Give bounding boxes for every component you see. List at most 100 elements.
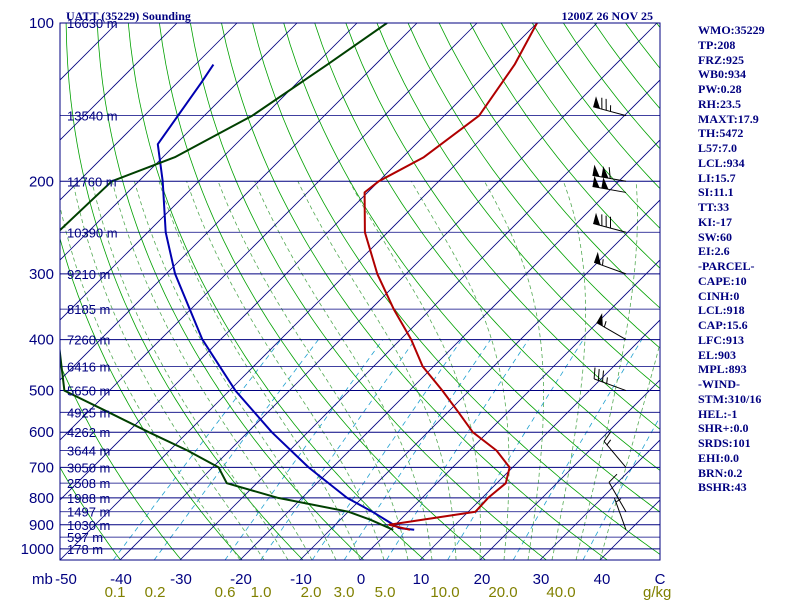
moist-adiabat-16 bbox=[297, 181, 457, 560]
pressure-tick-100: 100 bbox=[29, 15, 54, 32]
index-line-26: HEL:-1 bbox=[698, 406, 738, 421]
mixing-ratio-line-1 bbox=[260, 339, 416, 560]
height-label-900: 1030 m bbox=[67, 518, 110, 533]
wind-barb-400 bbox=[596, 313, 627, 341]
mixing-ratio-line-10 bbox=[447, 339, 584, 560]
dry-adiabat-220 bbox=[0, 23, 60, 560]
index-line-12: TT:33 bbox=[698, 200, 730, 214]
mixing-ratio-line-2 bbox=[311, 339, 463, 560]
moist-adiabat--20 bbox=[60, 204, 241, 560]
moist-adiabat--12 bbox=[91, 181, 289, 560]
dry-adiabat-230 bbox=[60, 466, 121, 560]
index-line-1: TP:208 bbox=[698, 37, 736, 52]
pressure-tick-200: 200 bbox=[29, 173, 54, 190]
isotherm-0 bbox=[359, 259, 660, 560]
index-line-17: CAPE:10 bbox=[698, 273, 747, 288]
index-line-2: FRZ:925 bbox=[698, 52, 744, 67]
pressure-tick-500: 500 bbox=[29, 383, 54, 400]
pressure-tick-600: 600 bbox=[29, 424, 54, 441]
height-label-300: 9210 m bbox=[67, 267, 110, 282]
index-line-27: SHR+:0.0 bbox=[698, 421, 749, 436]
wind-barb-300 bbox=[593, 251, 627, 275]
dry-adiabat-300 bbox=[190, 23, 547, 560]
wind-barb-250 bbox=[593, 212, 627, 233]
temperature-tick-10: C bbox=[655, 571, 666, 588]
mixing-ratio-tick-7: 10.0 bbox=[430, 584, 459, 600]
wind-barb-700 bbox=[603, 431, 627, 468]
moist-adiabat-20 bbox=[349, 181, 481, 560]
isotherm--30 bbox=[179, 79, 660, 560]
isotherm--10 bbox=[299, 199, 660, 560]
dry-adiabat-370 bbox=[407, 23, 660, 349]
mixing-ratio-tick-8: 20.0 bbox=[488, 584, 517, 600]
wind-barb-850 bbox=[608, 473, 627, 512]
isotherm--100 bbox=[60, 23, 298, 261]
moist-adiabat-32 bbox=[551, 181, 586, 560]
dry-adiabat-340 bbox=[314, 23, 660, 471]
pressure-tick-1000: 1000 bbox=[21, 541, 54, 558]
temperature-tick-2: -30 bbox=[170, 571, 192, 588]
index-line-14: SW:60 bbox=[698, 229, 733, 244]
height-label-700: 3050 m bbox=[67, 460, 110, 475]
isotherm--50 bbox=[60, 23, 598, 560]
moist-adiabat-0 bbox=[158, 181, 361, 560]
dry-adiabat-360 bbox=[376, 23, 660, 390]
pressure-tick-800: 800 bbox=[29, 490, 54, 507]
chart-timestamp: 1200Z 26 NOV 25 bbox=[562, 9, 653, 23]
wind-barb-500 bbox=[593, 367, 627, 392]
mixing-ratio-tick-6: 5.0 bbox=[375, 584, 396, 600]
index-line-13: KI:-17 bbox=[698, 214, 732, 229]
mixing-ratio-line-3 bbox=[343, 339, 491, 560]
moist-adiabat-12 bbox=[254, 181, 433, 560]
index-line-23: MPL:893 bbox=[698, 362, 747, 377]
parcel-trace-line bbox=[156, 64, 415, 531]
index-line-21: LFC:913 bbox=[698, 332, 744, 347]
wind-barb-200 bbox=[592, 164, 627, 182]
index-line-8: L57:7.0 bbox=[698, 141, 737, 155]
dry-adiabat-260 bbox=[65, 23, 304, 560]
temperature-tick-6: 10 bbox=[413, 571, 430, 588]
dry-adiabat-250 bbox=[60, 237, 243, 560]
isotherm--110 bbox=[60, 23, 238, 201]
mixing-ratio-line-0.6 bbox=[224, 339, 384, 560]
height-label-200: 11760 m bbox=[67, 174, 117, 189]
index-line-29: EHI:0.0 bbox=[698, 450, 740, 465]
index-line-5: RH:23.5 bbox=[698, 96, 741, 111]
temperature-tick-8: 30 bbox=[533, 571, 550, 588]
stability-indices-panel: WMO:35229 TP:208 FRZ:925 WB0:934 PW:0.28 RH:2… bbox=[698, 23, 798, 495]
temperature-tick-1: -40 bbox=[110, 571, 132, 588]
moist-adiabat--8 bbox=[111, 181, 313, 560]
mixing-ratio-line-40 bbox=[582, 415, 660, 560]
temperature-tick-0: -50 bbox=[55, 571, 77, 588]
mixing-ratio-tick-4: 2.0 bbox=[301, 584, 322, 600]
pressure-tick-300: 300 bbox=[29, 266, 54, 283]
temperature-tick-9: 40 bbox=[594, 571, 611, 588]
temperature-tick-5: 0 bbox=[357, 571, 365, 588]
isotherm--120 bbox=[60, 23, 178, 141]
isobars bbox=[60, 23, 660, 550]
index-line-6: MAXT:17.9 bbox=[698, 111, 759, 126]
height-label-800: 1988 m bbox=[67, 491, 110, 506]
isotherm--90 bbox=[60, 23, 358, 321]
isotherm--20 bbox=[239, 139, 660, 560]
mixing-ratio-lines bbox=[112, 339, 660, 560]
mixing-ratio-tick-3: 1.0 bbox=[251, 584, 272, 600]
isotherm--40 bbox=[119, 23, 658, 560]
index-line-19: LCL:918 bbox=[698, 303, 745, 318]
height-label-550: 4925 m bbox=[67, 405, 110, 420]
height-label-650: 3644 m bbox=[67, 443, 110, 458]
mixing-ratio-tick-0: 0.1 bbox=[105, 584, 126, 600]
moist-adiabat-8 bbox=[217, 181, 409, 560]
index-line-25: STM:310/16 bbox=[698, 391, 762, 406]
plot-frame bbox=[59, 22, 661, 561]
index-line-11: SI:11.1 bbox=[698, 185, 734, 200]
pressure-tick-700: 700 bbox=[29, 459, 54, 476]
moist-adiabat-4 bbox=[186, 181, 385, 560]
dry-adiabat-270 bbox=[96, 23, 365, 560]
height-label-250: 10390 m bbox=[67, 225, 118, 240]
mixing-ratio-unit: g/kg bbox=[643, 584, 671, 600]
isotherm-30 bbox=[539, 439, 660, 560]
mixing-ratio-tick-1: 0.2 bbox=[145, 584, 166, 600]
